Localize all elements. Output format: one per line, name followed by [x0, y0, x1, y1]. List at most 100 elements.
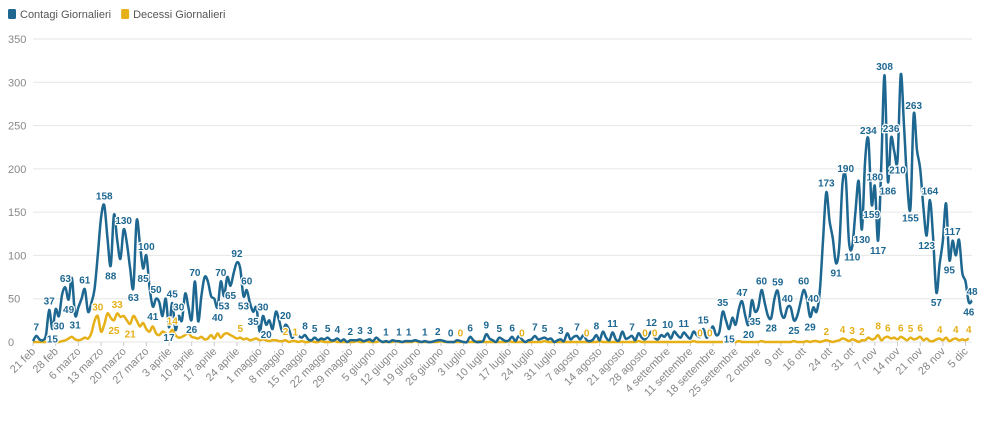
value-label: 1	[383, 328, 389, 339]
value-label: 47	[737, 288, 749, 299]
value-label: 5	[237, 324, 243, 335]
value-label: 164	[922, 187, 939, 198]
value-label: 3	[367, 326, 373, 337]
value-label: 49	[63, 305, 75, 316]
x-tick-label: 31 ott	[829, 346, 857, 374]
value-label: 0	[707, 329, 713, 340]
value-label: 4	[840, 325, 846, 336]
value-label: 28	[766, 323, 778, 334]
value-label: 5	[908, 324, 914, 335]
value-label: 117	[870, 246, 887, 257]
value-label: 7	[532, 322, 538, 333]
value-label: 3	[357, 326, 363, 337]
value-label: 5	[496, 324, 502, 335]
value-label: 7	[574, 322, 580, 333]
value-label: 63	[128, 293, 140, 304]
value-label: 155	[902, 213, 919, 224]
value-label: 5	[325, 324, 331, 335]
value-label: 6	[467, 323, 473, 334]
value-label: 0	[519, 329, 525, 340]
y-tick-label: 250	[8, 121, 26, 133]
value-label: 1	[292, 328, 298, 339]
value-label: 2	[824, 327, 830, 338]
value-label: 30	[92, 303, 104, 314]
value-label: 41	[147, 312, 159, 323]
value-label: 53	[238, 302, 250, 313]
value-label: 5	[312, 324, 318, 335]
legend-label: Decessi Giornalieri	[133, 9, 225, 21]
value-label: 190	[837, 164, 854, 175]
value-label: 60	[756, 277, 768, 288]
value-label: 25	[108, 326, 120, 337]
value-label: 1	[396, 328, 402, 339]
value-label: 37	[44, 296, 56, 307]
value-label: 11	[607, 319, 618, 330]
value-label: 6	[917, 323, 923, 334]
value-label: 30	[257, 303, 269, 314]
x-tick-label: 16 ott	[781, 346, 809, 374]
value-label: 6	[885, 323, 891, 334]
value-label: 20	[261, 330, 273, 341]
value-label: 11	[679, 319, 690, 330]
value-label: 0	[458, 329, 464, 340]
value-label: 1	[406, 328, 412, 339]
value-label: 0	[642, 329, 648, 340]
value-label: 8	[875, 322, 881, 333]
value-label: 30	[173, 303, 185, 314]
value-label: 40	[782, 294, 794, 305]
value-label: 20	[280, 311, 292, 322]
value-label: 0	[448, 329, 454, 340]
y-tick-label: 350	[8, 34, 26, 46]
value-label: 2	[283, 327, 289, 338]
value-label: 35	[717, 298, 729, 309]
value-label: 2	[859, 327, 865, 338]
value-label: 3	[849, 326, 855, 337]
value-label: 17	[163, 333, 175, 344]
value-label: 30	[53, 322, 65, 333]
value-label: 8	[302, 322, 308, 333]
value-label: 31	[70, 321, 82, 332]
value-label: 53	[218, 302, 230, 313]
series-line	[31, 73, 973, 344]
x-tick-label: 5 dic	[946, 345, 971, 370]
value-label: 263	[905, 101, 922, 112]
value-label: 7	[33, 322, 39, 333]
value-label: 2	[435, 327, 441, 338]
value-label: 10	[662, 320, 674, 331]
value-label: 123	[918, 241, 935, 252]
value-label: 2	[348, 327, 354, 338]
value-label: 7	[629, 322, 635, 333]
legend-swatch	[8, 9, 16, 19]
value-label: 110	[844, 252, 861, 263]
value-label: 8	[594, 322, 600, 333]
value-label: 0	[584, 329, 590, 340]
value-label: 173	[818, 179, 835, 190]
value-label: 46	[963, 308, 975, 319]
value-label: 35	[749, 317, 761, 328]
legend-swatch	[121, 9, 130, 19]
value-label: 210	[889, 166, 906, 177]
value-label: 4	[953, 325, 959, 336]
value-label: 1	[422, 328, 428, 339]
value-label: 159	[863, 210, 880, 221]
legend-label: Contagi Giornalieri	[20, 9, 111, 21]
value-label: 158	[96, 192, 113, 203]
value-label: 180	[867, 173, 884, 184]
y-tick-label: 200	[8, 164, 26, 176]
value-label: 60	[798, 277, 810, 288]
value-label: 95	[944, 265, 956, 276]
value-label: 100	[138, 242, 155, 253]
value-label: 21	[125, 329, 137, 340]
value-label: 57	[931, 298, 943, 309]
value-label: 186	[879, 186, 896, 197]
value-label: 15	[47, 335, 59, 346]
value-label: 35	[248, 317, 260, 328]
value-label: 92	[231, 249, 243, 260]
value-label: 15	[698, 316, 710, 327]
value-label: 130	[854, 235, 871, 246]
value-label: 85	[138, 274, 150, 285]
y-tick-label: 150	[8, 207, 26, 219]
value-label: 6	[898, 323, 904, 334]
value-label: 59	[772, 277, 784, 288]
